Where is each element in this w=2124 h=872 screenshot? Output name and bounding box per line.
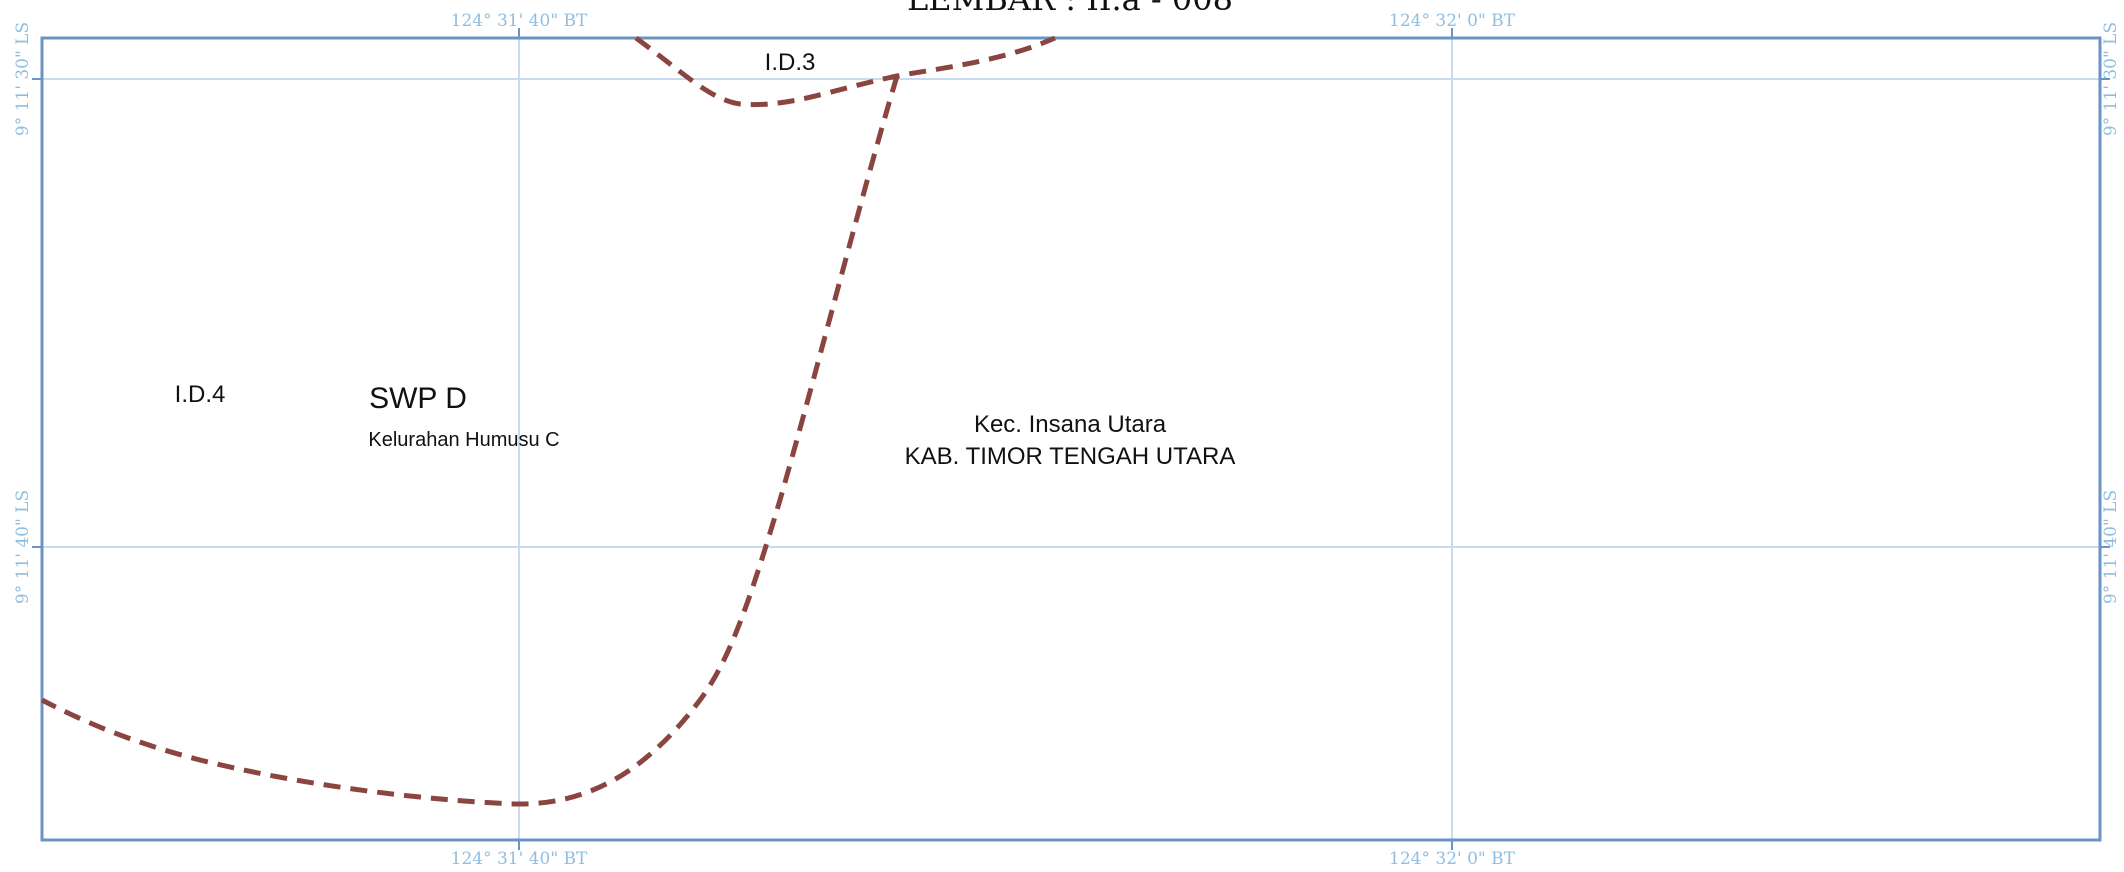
lon-label-bottom-1: 124° 31' 40" BT — [451, 849, 588, 869]
lat-label-left-2: 9° 11' 40" LS — [13, 490, 33, 604]
lon-label-top-2: 124° 32' 0" BT — [1389, 11, 1516, 31]
lat-label-left-1: 9° 11' 30" LS — [13, 22, 33, 136]
sheet-title: LEMBAR : II.a - 008 — [907, 0, 1233, 18]
zone-label-id3: I.D.3 — [765, 49, 816, 76]
frame-ticks — [32, 28, 2110, 850]
kelurahan-label: Kelurahan Humusu C — [368, 429, 559, 451]
lon-label-top-1: 124° 31' 40" BT — [451, 11, 588, 31]
map-frame — [40, 36, 2102, 842]
lat-label-right-2: 9° 11' 40" LS — [2101, 490, 2121, 604]
lon-label-bottom-2: 124° 32' 0" BT — [1389, 849, 1516, 869]
boundary-main — [40, 75, 900, 807]
boundary-id3-north — [634, 35, 1056, 108]
lat-label-right-1: 9° 11' 30" LS — [2101, 22, 2121, 136]
swp-label: SWP D — [369, 382, 467, 415]
zone-label-id4: I.D.4 — [175, 381, 226, 408]
kecamatan-label: Kec. Insana Utara — [974, 411, 1167, 438]
graticule-lines — [42, 38, 2100, 840]
administrative-boundaries — [40, 35, 1056, 807]
kabupaten-label: KAB. TIMOR TENGAH UTARA — [905, 443, 1236, 470]
